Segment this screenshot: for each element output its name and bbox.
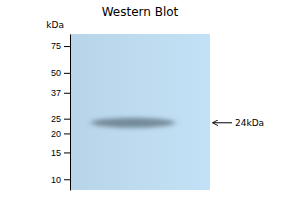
y-tick-mark bbox=[64, 46, 70, 47]
gel bbox=[70, 34, 210, 190]
y-tick-label: 10 bbox=[51, 175, 61, 185]
chart-svg: 75 50 37 25 20 15 10 kDa 24kDa Western Blot bbox=[0, 0, 300, 200]
y-tick: 10 bbox=[51, 175, 70, 185]
y-tick: 75 bbox=[51, 41, 70, 51]
y-tick-label: 75 bbox=[51, 41, 61, 51]
y-tick-label: 50 bbox=[51, 68, 61, 78]
y-tick: 37 bbox=[51, 88, 70, 98]
y-tick: 25 bbox=[51, 114, 70, 124]
y-tick-label: 15 bbox=[51, 148, 61, 158]
y-tick-label: 37 bbox=[51, 88, 61, 98]
marks bbox=[70, 34, 210, 190]
title: Western Blot bbox=[102, 5, 179, 19]
y-axis-line bbox=[70, 35, 71, 191]
y-tick: 15 bbox=[51, 148, 70, 158]
y-tick-label: 20 bbox=[51, 129, 61, 139]
annotation: 24kDa bbox=[235, 118, 264, 128]
band bbox=[91, 118, 175, 128]
y-tick-mark bbox=[64, 152, 70, 153]
y-tick-mark bbox=[64, 93, 70, 94]
y-axis: 75 50 37 25 20 15 10 bbox=[51, 35, 71, 191]
y-tick: 20 bbox=[51, 129, 70, 139]
plot: 75 50 37 25 20 15 10 kDa 24kDa bbox=[46, 20, 264, 191]
y-label: kDa bbox=[46, 20, 64, 30]
y-tick: 50 bbox=[51, 68, 70, 78]
y-tick-mark bbox=[64, 179, 70, 180]
y-tick-mark bbox=[64, 73, 70, 74]
y-tick-mark bbox=[64, 119, 70, 120]
y-tick-mark bbox=[64, 133, 70, 134]
annotation-arrow bbox=[213, 122, 232, 123]
y-tick-label: 25 bbox=[51, 114, 61, 124]
